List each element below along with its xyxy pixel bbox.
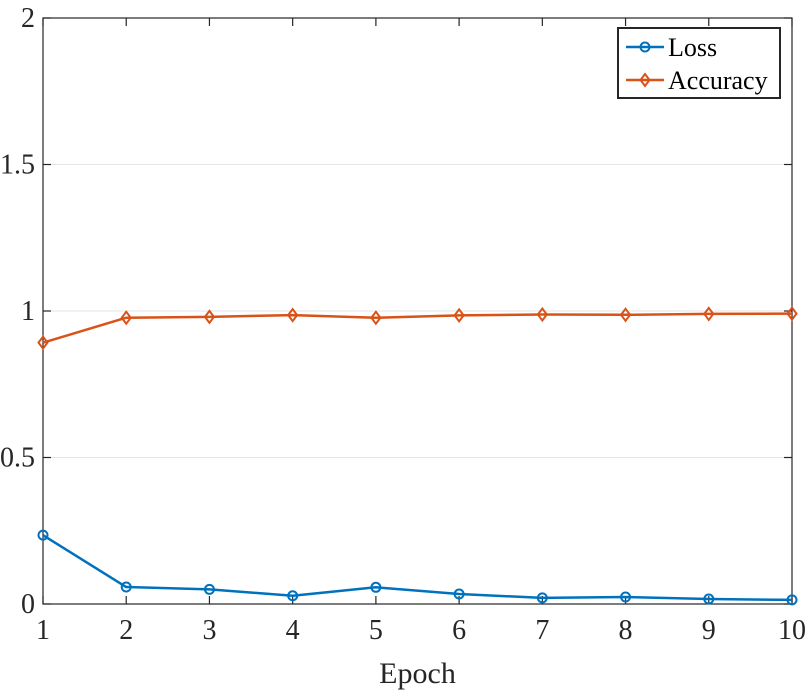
legend-marker <box>639 72 651 88</box>
legend-item-loss: Loss <box>626 33 717 62</box>
x-tick-label: 4 <box>286 615 300 646</box>
y-axis-ticks: 0 0.5 1 1.5 2 <box>0 3 792 620</box>
data-point-loss <box>453 588 465 600</box>
x-tick-label: 3 <box>202 615 216 646</box>
x-axis-label: Epoch <box>379 657 456 690</box>
series-line-loss <box>42 534 793 602</box>
data-point-accuracy <box>786 305 798 322</box>
data-point-loss <box>620 591 632 603</box>
legend: Loss Accuracy <box>617 27 781 99</box>
data-point-loss <box>786 594 798 606</box>
series-accuracy <box>37 305 798 351</box>
data-point-accuracy <box>37 334 49 351</box>
legend-label: Accuracy <box>668 66 768 95</box>
data-point-accuracy <box>703 306 715 322</box>
series-loss <box>37 529 798 606</box>
x-axis-ticks: 1 2 3 4 5 6 7 8 9 10 <box>36 18 805 646</box>
x-tick-label: 2 <box>119 615 133 646</box>
x-tick-label: 5 <box>369 615 383 646</box>
data-point-loss <box>203 583 215 595</box>
x-tick-label: 9 <box>702 615 716 646</box>
series-layer <box>37 305 798 606</box>
data-point-loss <box>120 581 132 593</box>
y-tick-label: 0 <box>21 589 35 620</box>
grid-lines <box>43 17 792 605</box>
data-point-accuracy <box>203 309 216 325</box>
data-point-accuracy <box>370 310 382 326</box>
data-point-accuracy <box>536 306 549 323</box>
data-point-loss <box>536 592 548 604</box>
data-point-loss <box>370 581 382 593</box>
series-line-accuracy <box>42 312 793 344</box>
data-point-accuracy <box>286 307 299 323</box>
legend-label: Loss <box>668 33 717 62</box>
y-tick-label: 2 <box>21 3 35 34</box>
x-tick-label: 6 <box>452 615 466 646</box>
x-tick-label: 7 <box>535 615 549 646</box>
x-tick-label: 8 <box>619 615 633 646</box>
legend-marker <box>639 41 651 53</box>
y-tick-label: 1.5 <box>0 150 35 181</box>
legend-item-accuracy: Accuracy <box>626 66 768 95</box>
y-tick-label: 0.5 <box>0 443 35 474</box>
data-point-accuracy <box>619 307 632 323</box>
x-tick-label: 10 <box>778 615 805 646</box>
data-point-loss <box>37 529 49 541</box>
y-tick-label: 1 <box>21 296 35 327</box>
data-point-accuracy <box>120 310 132 326</box>
data-point-loss <box>287 590 299 602</box>
data-point-accuracy <box>453 307 465 324</box>
data-point-loss <box>703 593 715 605</box>
x-tick-label: 1 <box>36 615 50 646</box>
